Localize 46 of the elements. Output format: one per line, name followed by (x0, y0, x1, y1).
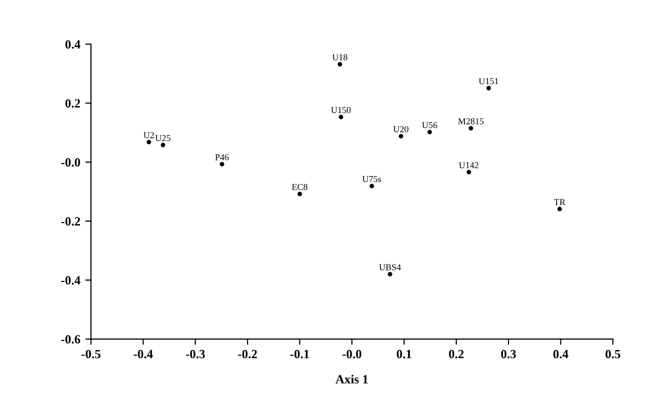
x-tick-label: -0.4 (134, 350, 153, 358)
x-tick-label: -0.5 (82, 350, 100, 358)
data-label: P46 (215, 154, 229, 160)
data-label: EC8 (292, 184, 308, 190)
x-tick-label: -0.0 (342, 350, 362, 358)
data-label: U142 (458, 162, 478, 168)
data-label: M2815 (458, 118, 484, 124)
point (468, 126, 474, 130)
data-label: U150 (331, 107, 351, 114)
point (220, 162, 224, 166)
point (466, 170, 472, 174)
data-label: U18 (332, 54, 348, 60)
y-tick-label: -0.2 (61, 217, 80, 226)
y-tick-label: -0.0 (61, 158, 80, 167)
data-label: U2 (144, 132, 154, 138)
x-tick-label: -0.2 (238, 350, 257, 358)
point (146, 140, 152, 144)
x-tick-label: -0.1 (290, 350, 309, 358)
y-tick-label: -0.6 (61, 335, 80, 344)
y-tick-label: 0.4 (65, 40, 80, 49)
x-tick-label: 0.5 (606, 350, 620, 358)
point (486, 86, 491, 90)
data-label: U151 (478, 78, 498, 84)
point (557, 206, 562, 212)
x-tick-label: -0.3 (186, 350, 205, 358)
x-tick-label: 0.1 (396, 350, 412, 358)
point (297, 192, 302, 196)
x-tick-label: 0.4 (553, 350, 568, 358)
data-label: U25 (155, 135, 170, 142)
point (160, 142, 166, 148)
x-tick-label: 0.2 (448, 350, 464, 358)
point (398, 134, 404, 138)
point (370, 184, 374, 188)
data-label: U75s (362, 176, 381, 182)
point (427, 130, 432, 134)
data-label: UBS4 (379, 264, 401, 270)
y-tick-label: -0.4 (61, 276, 80, 285)
point (338, 114, 344, 120)
x-tick-label: 0.3 (501, 350, 516, 358)
data-label: U20 (393, 126, 408, 132)
point (388, 272, 392, 276)
data-label: U56 (422, 122, 438, 128)
y-tick-label: 0.2 (65, 99, 80, 108)
data-label: TR (554, 199, 566, 206)
x-axis-title: Axis 1 (336, 374, 368, 384)
point (338, 62, 342, 66)
